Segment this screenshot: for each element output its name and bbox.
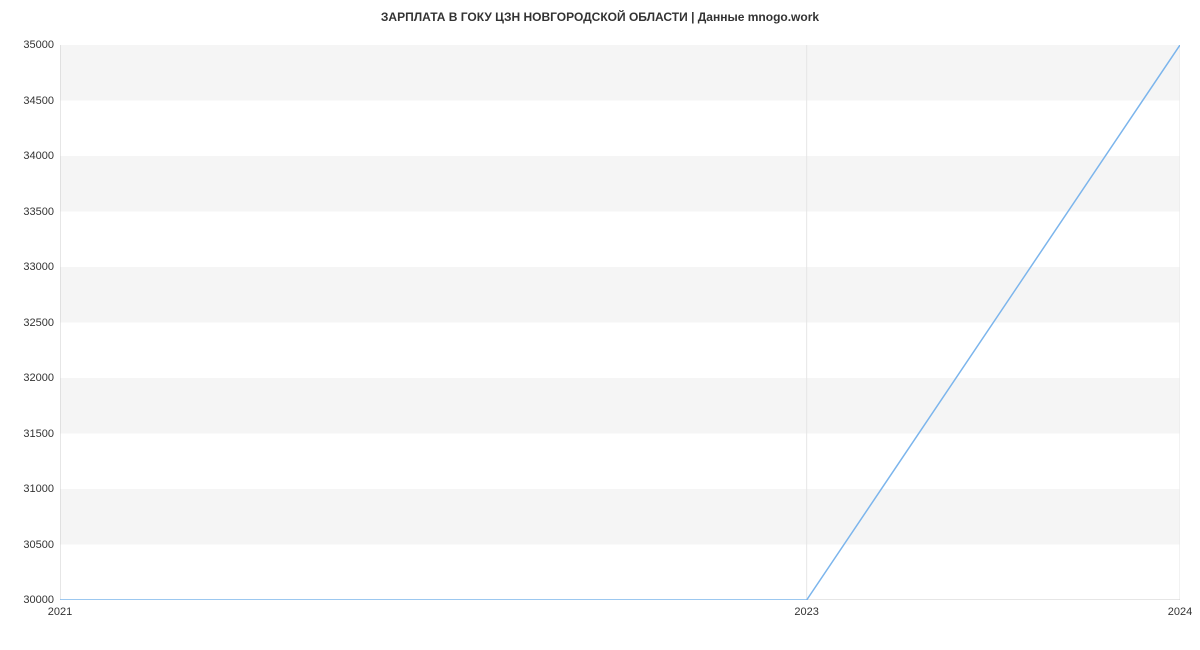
y-tick-label: 33500	[23, 206, 60, 218]
chart-svg	[60, 45, 1180, 600]
chart-title: ЗАРПЛАТА В ГОКУ ЦЗН НОВГОРОДСКОЙ ОБЛАСТИ…	[0, 10, 1200, 24]
y-tick-label: 35000	[23, 39, 60, 51]
grid-band	[60, 489, 1180, 545]
y-tick-label: 31500	[23, 428, 60, 440]
y-tick-label: 30500	[23, 539, 60, 551]
grid-band	[60, 45, 1180, 101]
chart-container: ЗАРПЛАТА В ГОКУ ЦЗН НОВГОРОДСКОЙ ОБЛАСТИ…	[0, 0, 1200, 650]
y-tick-label: 31000	[23, 483, 60, 495]
y-tick-label: 33000	[23, 261, 60, 273]
y-tick-label: 32500	[23, 317, 60, 329]
plot-area: 3000030500310003150032000325003300033500…	[60, 45, 1180, 600]
grid-band	[60, 378, 1180, 434]
x-tick-label: 2023	[794, 600, 818, 618]
grid-band	[60, 156, 1180, 212]
y-tick-label: 32000	[23, 372, 60, 384]
y-tick-label: 34000	[23, 150, 60, 162]
x-tick-label: 2021	[48, 600, 72, 618]
y-tick-label: 34500	[23, 95, 60, 107]
x-tick-label: 2024	[1168, 600, 1192, 618]
